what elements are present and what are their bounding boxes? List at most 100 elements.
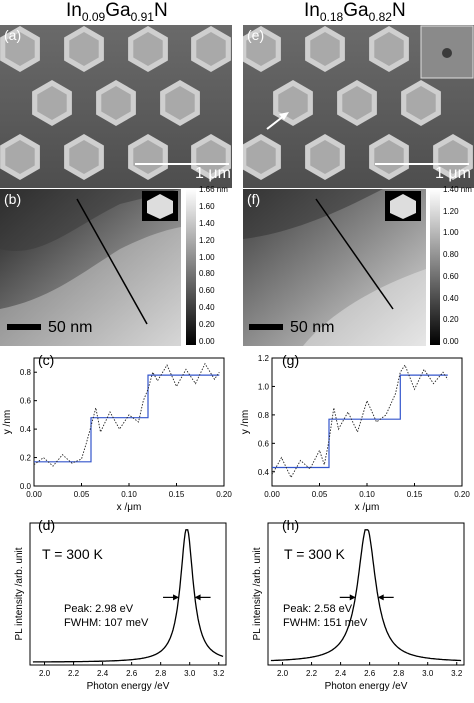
panel-label: (a) bbox=[4, 27, 22, 43]
afm-topography bbox=[243, 189, 426, 346]
x-tick-label: 3.2 bbox=[451, 669, 463, 678]
hexagon-array bbox=[0, 25, 232, 188]
title-sub: 0.82 bbox=[368, 9, 392, 24]
peak-label: Peak: 2.98 eV bbox=[64, 603, 134, 615]
hexagon-inner bbox=[69, 140, 99, 174]
title-sub: 0.09 bbox=[81, 9, 106, 24]
scale-label: 50 nm bbox=[48, 319, 93, 336]
colorbar-tick-label: 1.60 bbox=[199, 201, 215, 211]
x-tick-label: 2.0 bbox=[277, 669, 289, 678]
profile-chart-g: 0.00 0.05 0.10 0.15 0.20 0.4 0.6 0.8 1.0 1.2 x /μm… bbox=[240, 354, 470, 513]
hexagon-inner bbox=[37, 86, 67, 120]
x-tick-label: 0.05 bbox=[74, 490, 90, 499]
x-tick-label: 2.2 bbox=[306, 669, 318, 678]
arrow-right-icon bbox=[173, 594, 180, 601]
step-fit-line bbox=[34, 374, 220, 463]
hexagon-inner bbox=[133, 32, 163, 66]
title-text: Ga bbox=[343, 0, 369, 21]
y-axis-label: PL intensity /arb. unit bbox=[252, 547, 263, 640]
colorbar-tick-label: 1.66 nm bbox=[199, 185, 228, 194]
pl-spectrum-line bbox=[32, 529, 224, 663]
hexagon-inner bbox=[69, 32, 99, 66]
sem-image-e: (e) 1 μm bbox=[243, 25, 474, 188]
panel-label: (b) bbox=[4, 191, 22, 207]
hexagon-inner bbox=[246, 32, 276, 66]
hexagon-inner bbox=[101, 86, 131, 120]
afm-image-b: (b) 50 nm bbox=[0, 189, 181, 346]
scale-label: 1 μm bbox=[195, 165, 231, 182]
colorbar-ticks-f: 1.40 nm 1.20 1.00 0.80 0.60 0.40 0.20 0.00 bbox=[443, 185, 474, 347]
colorbar-tick-label: 0.40 bbox=[443, 293, 459, 303]
x-tick-label: 2.8 bbox=[393, 669, 405, 678]
y-tick-label: 0.4 bbox=[20, 425, 32, 434]
sem-image-a: (a) 1 μm bbox=[0, 25, 232, 188]
fwhm-label: FWHM: 107 meV bbox=[64, 617, 149, 629]
colorbar-tick-label: 1.40 nm bbox=[443, 185, 472, 194]
hexagon-inner bbox=[310, 32, 340, 66]
title-sub: 0.91 bbox=[130, 9, 154, 24]
x-tick-label: 0.00 bbox=[26, 490, 42, 499]
title-text: Ga bbox=[105, 0, 131, 21]
hexagon-array bbox=[243, 25, 474, 188]
x-tick-label: 0.15 bbox=[407, 490, 423, 499]
colorbar-tick-label: 1.00 bbox=[443, 228, 459, 238]
panel-label: (h) bbox=[282, 517, 300, 533]
colorbar-tick-label: 0.60 bbox=[199, 286, 215, 296]
x-tick-label: 0.15 bbox=[169, 490, 185, 499]
y-tick-label: 0.0 bbox=[20, 482, 32, 491]
scale-label: 1 μm bbox=[435, 165, 471, 182]
y-tick-label: 0.4 bbox=[258, 468, 270, 477]
x-tick-label: 2.2 bbox=[68, 669, 80, 678]
hexagon-group bbox=[0, 26, 231, 180]
pl-chart-h: 2.0 2.2 2.4 2.6 2.8 3.0 3.2 Photon energy /eV PL… bbox=[252, 522, 465, 692]
x-tick-label: 2.4 bbox=[97, 669, 109, 678]
pl-spectrum-line bbox=[270, 529, 462, 662]
y-tick-label: 0.8 bbox=[20, 368, 32, 377]
x-tick-label: 3.0 bbox=[184, 669, 196, 678]
y-tick-label: 1.0 bbox=[258, 382, 270, 391]
step-fit-line bbox=[272, 374, 448, 469]
colorbar-tick-label: 0.00 bbox=[443, 337, 459, 346]
afm-topography bbox=[0, 189, 181, 346]
pl-chart-d: 2.0 2.2 2.4 2.6 2.8 3.0 3.2 Photon energy /eV PL… bbox=[14, 522, 227, 692]
x-tick-label: 0.20 bbox=[216, 490, 232, 499]
colorbar-tick-label: 0.20 bbox=[199, 320, 215, 330]
y-axis-label: PL intensity /arb. unit bbox=[14, 547, 25, 640]
x-tick-label: 0.05 bbox=[312, 490, 328, 499]
hexagon-inner bbox=[165, 86, 195, 120]
panel-label: (c) bbox=[38, 352, 55, 368]
panel-label: (g) bbox=[282, 352, 300, 368]
column-title-left: In0.09Ga0.91N bbox=[66, 0, 168, 24]
panel-label: (f) bbox=[247, 191, 261, 207]
arrow-right-icon bbox=[349, 594, 356, 601]
x-axis-label: x /μm bbox=[117, 502, 142, 513]
colorbar-tick-label: 0.80 bbox=[199, 269, 215, 279]
profile-line bbox=[315, 198, 394, 310]
hexagon-inner bbox=[133, 140, 163, 174]
hexagon-inner bbox=[5, 32, 35, 66]
hexagon-inner bbox=[246, 140, 276, 174]
title-sub: 0.18 bbox=[319, 9, 344, 24]
scale-bar bbox=[7, 324, 41, 330]
scale-bar bbox=[375, 163, 469, 165]
peak-label: Peak: 2.58 eV bbox=[283, 603, 353, 615]
scale-label: 50 nm bbox=[290, 319, 335, 336]
x-tick-label: 2.0 bbox=[39, 669, 51, 678]
colorbar-ticks-b: 1.66 nm 1.60 1.40 1.20 1.00 0.80 0.60 0.40 0.20 0… bbox=[199, 185, 239, 347]
colorbar-tick-label: 1.00 bbox=[199, 252, 215, 262]
title-text: N bbox=[391, 0, 406, 21]
hexagon-inner bbox=[374, 32, 404, 66]
x-tick-label: 0.10 bbox=[121, 490, 137, 499]
hexagon-inner bbox=[196, 140, 226, 174]
colorbar-f bbox=[430, 189, 440, 345]
fwhm-label: FWHM: 151 meV bbox=[283, 617, 368, 629]
y-tick-label: 0.6 bbox=[258, 439, 270, 448]
hexagon-inner bbox=[342, 86, 372, 120]
y-tick-label: 0.8 bbox=[258, 411, 270, 420]
hexagon-inner bbox=[5, 140, 35, 174]
inset-pit bbox=[442, 48, 452, 58]
x-axis-label: Photon energy /eV bbox=[87, 681, 170, 692]
hexagon-inner bbox=[438, 140, 468, 174]
colorbar-tick-label: 0.20 bbox=[443, 315, 459, 325]
hexagon-inner bbox=[406, 86, 436, 120]
